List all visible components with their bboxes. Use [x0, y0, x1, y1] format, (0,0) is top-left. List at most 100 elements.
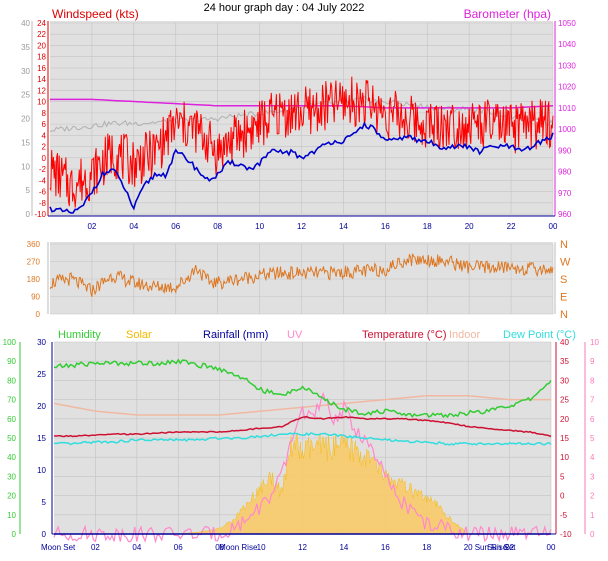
temperature-tick-label: 10 [560, 453, 569, 462]
wind-outer-tick-label: 40 [21, 19, 30, 28]
wind-x-tick-label: 02 [87, 222, 96, 231]
legend-label-1: Solar [126, 329, 152, 341]
windspeed-title: Windspeed (kts) [52, 7, 139, 21]
climate-axis-ticks: 0102030405060708090100051015202530-10-50… [3, 338, 600, 552]
uv-tick-label: 3 [590, 472, 595, 481]
wind-speed-tick-label: -8 [39, 199, 47, 208]
temperature-tick-label: 35 [560, 357, 569, 366]
climate-x-tick-label: Moon Rise [219, 543, 258, 552]
direction-tick-label: 90 [31, 293, 40, 302]
wind-axis-ticks: -10-8-6-4-202468101214161820222405101520… [21, 19, 576, 231]
climate-legend: Humidity Solar Rainfall (mm) UV Temperature … [58, 329, 576, 341]
direction-gridlines [50, 243, 554, 315]
direction-tick-label: 360 [27, 240, 41, 249]
wind-speed-tick-label: 20 [37, 41, 46, 50]
uv-line [53, 391, 552, 544]
climate-x-tick-label: Moon Set [41, 543, 76, 552]
legend-label-2: Rainfall (mm) [203, 329, 268, 341]
uv-tick-label: 7 [590, 396, 595, 405]
barometer-line [50, 98, 554, 109]
temperature-tick-label: 5 [560, 472, 565, 481]
barometer-tick-label: 960 [558, 210, 572, 219]
humidity-tick-label: 30 [7, 472, 16, 481]
wind-outer-tick-label: 30 [21, 67, 30, 76]
barometer-title: Barometer (hpa) [464, 7, 551, 21]
legend-label-6: Dew Point (°C) [503, 329, 576, 341]
humidity-tick-label: 0 [12, 530, 17, 539]
climate-x-tick-label: 10 [257, 543, 266, 552]
wind-speed-tick-label: 2 [42, 143, 47, 152]
climate-x-tick-label: 04 [132, 543, 141, 552]
direction-tick-label: 270 [27, 258, 41, 267]
wind-average-line [49, 121, 554, 214]
direction-series [49, 253, 554, 297]
page-title: 24 hour graph day : 04 July 2022 [204, 2, 365, 14]
windspeed-line [49, 76, 554, 208]
climate-x-tick-label: Sun Rise [475, 543, 508, 552]
humidity-tick-label: 100 [3, 338, 17, 347]
temperature-tick-label: -10 [560, 530, 572, 539]
climate-x-tick-label: 20 [464, 543, 473, 552]
wind-speed-tick-label: -2 [39, 165, 47, 174]
wind-x-tick-label: 16 [381, 222, 390, 231]
barometer-tick-label: 980 [558, 168, 572, 177]
temperature-tick-label: 15 [560, 434, 569, 443]
wind-speed-tick-label: 14 [37, 75, 46, 84]
solar-tick-label: 25 [37, 370, 46, 379]
wind-outer-tick-label: 10 [21, 162, 30, 171]
barometer-tick-label: 1040 [558, 40, 576, 49]
temperature-tick-label: 0 [560, 492, 565, 501]
wind-direction-trace [49, 253, 554, 297]
barometer-tick-label: 1030 [558, 61, 576, 70]
uv-tick-label: 9 [590, 357, 595, 366]
wind-x-tick-label: 20 [465, 222, 474, 231]
wind-speed-tick-label: 18 [37, 53, 46, 62]
wind-x-tick-label: 22 [507, 222, 516, 231]
uv-tick-label: 10 [590, 338, 599, 347]
climate-x-tick-label: 02 [91, 543, 100, 552]
wind-outer-tick-label: 0 [26, 210, 31, 219]
temperature-tick-label: 40 [560, 338, 569, 347]
wind-speed-tick-label: 16 [37, 64, 46, 73]
wind-x-tick-label: 00 [549, 222, 558, 231]
compass-label: N [560, 309, 568, 321]
wind-series [49, 76, 554, 214]
solar-tick-label: 20 [37, 402, 46, 411]
temperature-tick-label: 20 [560, 415, 569, 424]
uv-tick-label: 4 [590, 453, 595, 462]
wind-outer-tick-label: 15 [21, 138, 30, 147]
wind-outer-tick-label: 25 [21, 91, 30, 100]
wind-x-tick-label: 14 [339, 222, 348, 231]
wind-panel: -10-8-6-4-202468101214161820222405101520… [21, 7, 576, 231]
humidity-line [53, 358, 552, 419]
wind-outer-tick-label: 35 [21, 43, 30, 52]
wind-speed-tick-label: 0 [42, 154, 47, 163]
wind-speed-tick-label: 24 [37, 19, 46, 28]
solar-tick-label: 0 [42, 530, 47, 539]
compass-label: N [560, 239, 568, 251]
humidity-tick-label: 60 [7, 415, 16, 424]
wind-speed-tick-label: -10 [34, 210, 46, 219]
compass-label: E [560, 292, 567, 304]
uv-tick-label: 1 [590, 511, 595, 520]
barometer-tick-label: 990 [558, 146, 572, 155]
climate-x-tick-label: 06 [174, 543, 183, 552]
humidity-tick-label: 40 [7, 453, 16, 462]
barometer-tick-label: 1050 [558, 19, 576, 28]
barometer-tick-label: 1020 [558, 83, 576, 92]
wind-x-tick-label: 18 [423, 222, 432, 231]
compass-label: S [560, 274, 567, 286]
wind-x-tick-label: 04 [129, 222, 138, 231]
climate-x-tick-label: 18 [422, 543, 431, 552]
humidity-tick-label: 10 [7, 511, 16, 520]
solar-tick-label: 5 [42, 498, 47, 507]
wind-speed-tick-label: -4 [39, 176, 47, 185]
wind-outer-tick-label: 20 [21, 115, 30, 124]
wind-speed-tick-label: 12 [37, 86, 46, 95]
humidity-tick-label: 90 [7, 357, 16, 366]
temperature-tick-label: -5 [560, 511, 568, 520]
humidity-tick-label: 50 [7, 434, 16, 443]
